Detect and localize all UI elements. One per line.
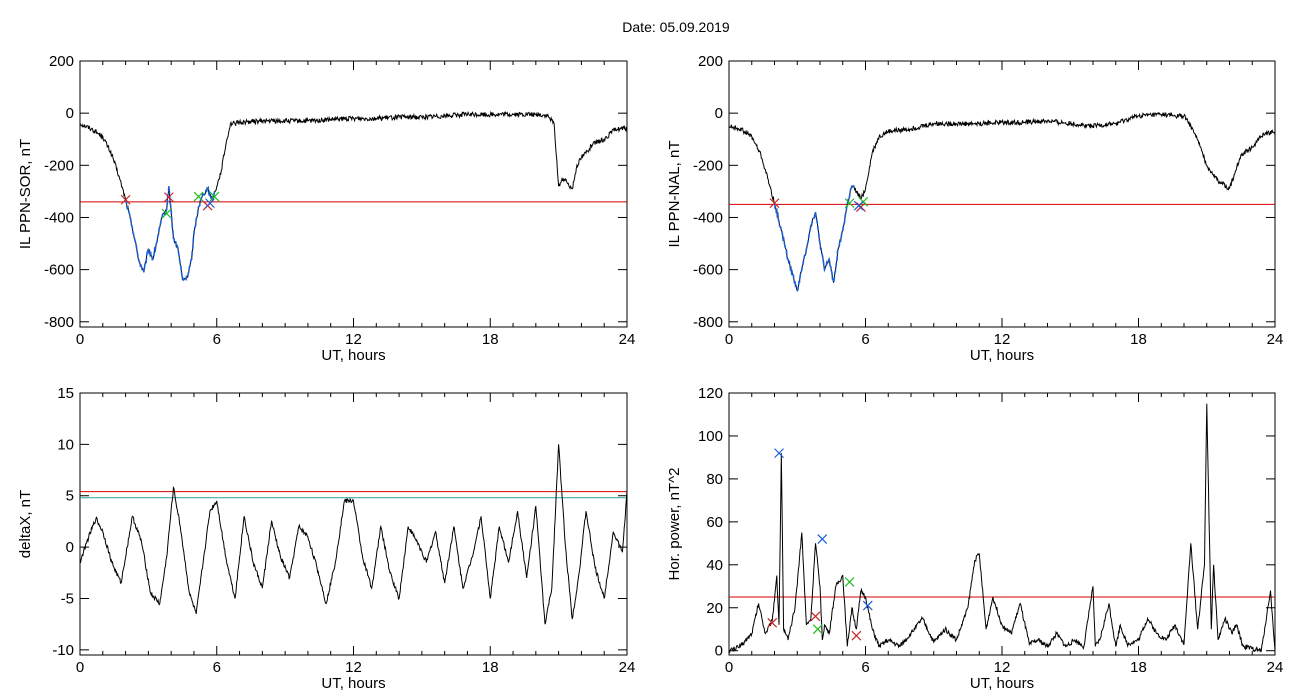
y-tick-label: 0 <box>66 539 74 556</box>
y-tick-label: 120 <box>698 385 723 402</box>
x-axis-label: UT, hours <box>321 675 385 692</box>
plot-area <box>729 403 1275 653</box>
plot-area <box>80 444 627 625</box>
data-series-line <box>729 111 1275 292</box>
data-series-line <box>80 110 627 281</box>
marker-red <box>767 617 778 628</box>
y-tick-label: 60 <box>706 514 723 531</box>
x-tick-label: 18 <box>1130 331 1147 348</box>
marker-blue <box>817 534 828 544</box>
marker-red <box>810 611 821 622</box>
marker-blue <box>774 448 784 459</box>
y-tick-label: 15 <box>57 385 74 402</box>
y-tick-label: 200 <box>698 53 723 70</box>
y-tick-label: -400 <box>693 209 723 226</box>
x-tick-label: 18 <box>1130 659 1147 676</box>
marker-green <box>209 191 220 202</box>
y-tick-label: -800 <box>693 314 723 331</box>
y-axis-label: IL PPN-SOR, nT <box>17 139 34 249</box>
x-tick-label: 24 <box>1267 331 1284 348</box>
marker-green <box>844 198 855 209</box>
y-tick-label: 0 <box>715 105 723 122</box>
y-tick-label: 0 <box>715 643 723 660</box>
panel-p4: 0 6 12 18 24 120 100 80 60 40 20 0 UT, hours Hor. pow… <box>666 385 1283 692</box>
x-tick-label: 0 <box>725 331 733 348</box>
y-tick-label: 80 <box>706 471 723 488</box>
x-tick-label: 0 <box>725 659 733 676</box>
y-tick-label: 20 <box>706 600 723 617</box>
marker-green <box>193 191 204 202</box>
y-axis-label: deltaX, nT <box>17 490 34 558</box>
y-tick-label: -200 <box>693 157 723 174</box>
x-tick-label: 24 <box>619 659 636 676</box>
x-tick-label: 6 <box>861 331 869 348</box>
x-tick-label: 18 <box>482 331 499 348</box>
y-tick-label: 40 <box>706 557 723 574</box>
marker-red <box>163 192 174 203</box>
y-tick-label: -10 <box>52 642 74 659</box>
marker-blue <box>204 198 215 209</box>
plot-area <box>80 110 627 282</box>
x-axis-label: UT, hours <box>970 675 1034 692</box>
x-tick-label: 0 <box>76 331 84 348</box>
y-axis-label: Hor. power, nT^2 <box>666 468 683 581</box>
x-tick-label: 12 <box>994 659 1011 676</box>
x-tick-label: 6 <box>861 659 869 676</box>
x-tick-label: 24 <box>1267 659 1284 676</box>
x-axis-label: UT, hours <box>321 347 385 364</box>
y-tick-label: -600 <box>693 262 723 279</box>
marker-red <box>856 202 866 212</box>
highlight-segment <box>773 184 855 293</box>
panel-p2: 0 6 12 18 24 200 0 -200 -400 -600 -800 UT, hours IL … <box>666 53 1283 364</box>
y-tick-label: 5 <box>66 488 74 505</box>
x-tick-label: 12 <box>345 659 362 676</box>
marker-green <box>844 577 855 587</box>
x-tick-label: 24 <box>619 331 636 348</box>
x-tick-label: 12 <box>345 331 362 348</box>
x-tick-label: 6 <box>213 331 221 348</box>
y-tick-label: -5 <box>61 590 74 607</box>
x-tick-label: 12 <box>994 331 1011 348</box>
x-tick-label: 18 <box>482 659 499 676</box>
x-tick-label: 0 <box>76 659 84 676</box>
highlight-segment <box>124 185 216 282</box>
y-tick-label: -600 <box>44 262 74 279</box>
figure-title: Date: 05.09.2019 <box>622 19 730 35</box>
y-tick-label: -400 <box>44 209 74 226</box>
marker-red <box>851 630 862 641</box>
plot-frame <box>728 60 1276 328</box>
y-tick-label: 10 <box>57 436 74 453</box>
y-axis-label: IL PPN-NAL, nT <box>666 141 683 248</box>
plot-area <box>729 111 1275 293</box>
x-tick-label: 6 <box>213 659 221 676</box>
data-series-line <box>80 444 627 625</box>
marker-red <box>769 198 780 209</box>
x-axis-label: UT, hours <box>970 347 1034 364</box>
y-tick-label: -800 <box>44 314 74 331</box>
plot-frame <box>79 60 628 328</box>
panel-p1: 0 6 12 18 24 200 0 -200 -400 -600 -800 UT, hours IL … <box>17 53 635 364</box>
panel-p3: 0 6 12 18 24 15 10 5 0 -5 -10 UT, hours deltaX, nT <box>17 385 635 692</box>
data-series-line <box>729 403 1275 653</box>
y-tick-label: 0 <box>66 105 74 122</box>
y-tick-label: 200 <box>49 53 74 70</box>
y-tick-label: 100 <box>698 428 723 445</box>
y-tick-label: -200 <box>44 157 74 174</box>
marker-green <box>161 208 172 219</box>
plot-frame <box>79 392 628 656</box>
marker-blue <box>853 200 864 211</box>
marker-red <box>120 194 131 205</box>
marker-blue <box>862 600 873 611</box>
marker-green <box>812 624 823 635</box>
